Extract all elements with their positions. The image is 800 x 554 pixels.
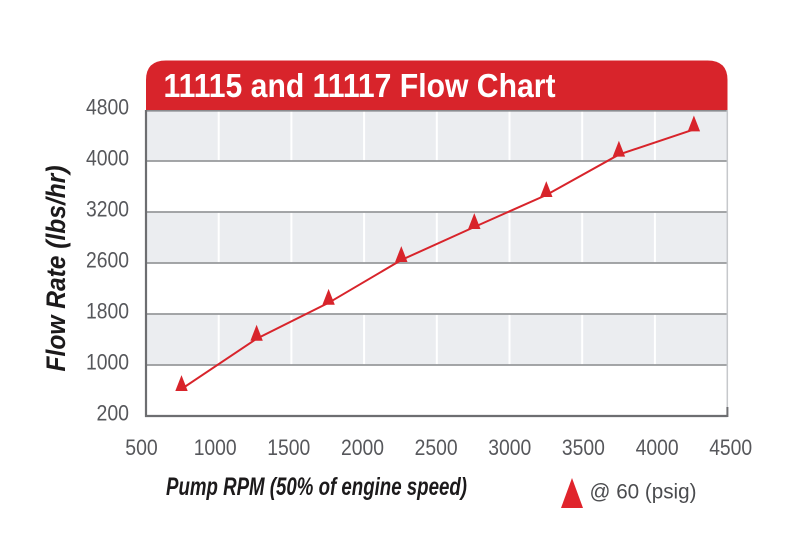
svg-text:200: 200 xyxy=(97,401,130,426)
svg-text:1000: 1000 xyxy=(86,350,129,375)
svg-text:1800: 1800 xyxy=(86,299,129,324)
svg-text:Flow Rate (lbs/hr): Flow Rate (lbs/hr) xyxy=(41,165,71,371)
svg-text:4000: 4000 xyxy=(636,435,679,460)
svg-text:Pump RPM (50% of engine speed): Pump RPM (50% of engine speed) xyxy=(166,473,467,501)
svg-text:2600: 2600 xyxy=(86,248,129,273)
svg-text:2000: 2000 xyxy=(341,435,384,460)
svg-text:500: 500 xyxy=(125,435,158,460)
svg-text:4000: 4000 xyxy=(86,146,129,171)
svg-text:11115 and 11117 Flow Chart: 11115 and 11117 Flow Chart xyxy=(164,68,556,105)
svg-text:3000: 3000 xyxy=(488,435,531,460)
svg-text:3200: 3200 xyxy=(86,197,129,222)
svg-text:4800: 4800 xyxy=(86,95,129,120)
svg-text:2500: 2500 xyxy=(415,435,458,460)
svg-text:1000: 1000 xyxy=(194,435,237,460)
svg-text:@ 60 (psig): @ 60 (psig) xyxy=(590,480,697,504)
svg-text:3500: 3500 xyxy=(562,435,605,460)
svg-text:1500: 1500 xyxy=(267,435,310,460)
svg-text:4500: 4500 xyxy=(709,435,752,460)
